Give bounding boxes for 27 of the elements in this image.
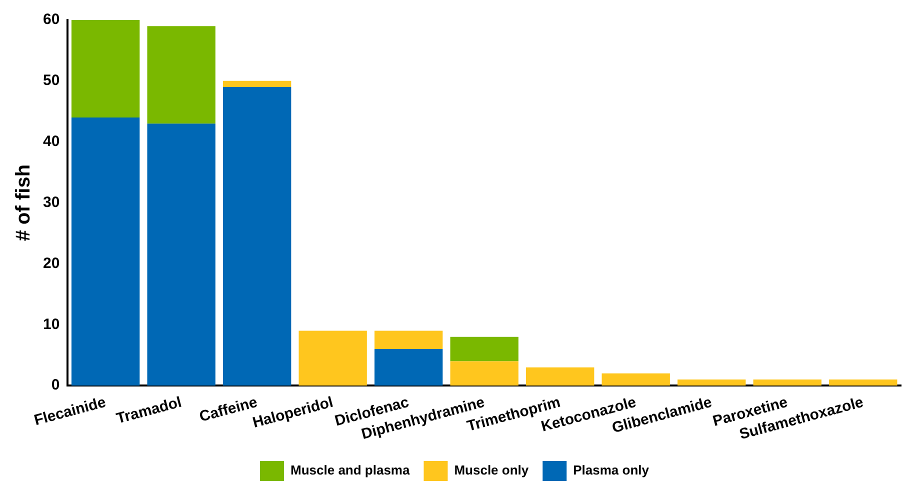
- bar: [71, 117, 140, 386]
- y-tick-label: 20: [42, 254, 60, 272]
- bar: [71, 20, 140, 118]
- y-tick-label: 0: [51, 376, 60, 394]
- bar: [450, 361, 518, 386]
- bar: [450, 336, 518, 362]
- bar: [222, 87, 292, 386]
- bar: [602, 373, 670, 386]
- bar: [298, 330, 367, 386]
- y-tick-label: 10: [42, 316, 60, 333]
- bar: [829, 380, 898, 386]
- bar: [678, 380, 746, 386]
- bar: [147, 26, 216, 124]
- legend-label: Muscle only: [454, 462, 530, 478]
- bar: [374, 349, 443, 386]
- y-tick-label: 50: [42, 72, 60, 90]
- bar: [147, 124, 216, 386]
- y-tick-label: 60: [42, 11, 60, 28]
- bar: [753, 380, 822, 386]
- bar: [222, 80, 292, 88]
- y-tick-label: 40: [42, 133, 60, 150]
- y-tick-label: 30: [42, 194, 60, 211]
- legend-label: Plasma only: [573, 462, 650, 478]
- bar: [526, 367, 594, 386]
- legend-label: Muscle and plasma: [290, 462, 410, 478]
- bar: [374, 330, 443, 350]
- y-axis-title: # of fish: [12, 164, 35, 242]
